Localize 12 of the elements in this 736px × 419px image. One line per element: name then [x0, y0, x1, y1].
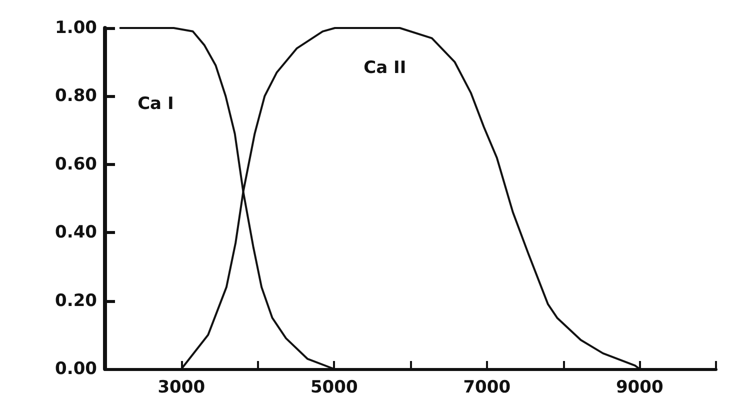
y-tick-label: 0.80 [55, 86, 98, 106]
x-tick-label: 7000 [463, 378, 511, 398]
y-tick-label: 1.00 [55, 18, 98, 38]
x-tick-label: 3000 [158, 378, 206, 398]
series-label: Ca II [364, 58, 406, 78]
y-tick-label: 0.60 [55, 154, 98, 174]
text: Ca I [138, 94, 174, 114]
y-tick-label: 0.00 [55, 359, 98, 379]
y-tick-label: 0.20 [55, 290, 98, 311]
x-tick-label: 5000 [310, 378, 358, 398]
x-tick-label: 9000 [616, 378, 664, 398]
y-tick-label: 0.40 [55, 222, 98, 243]
